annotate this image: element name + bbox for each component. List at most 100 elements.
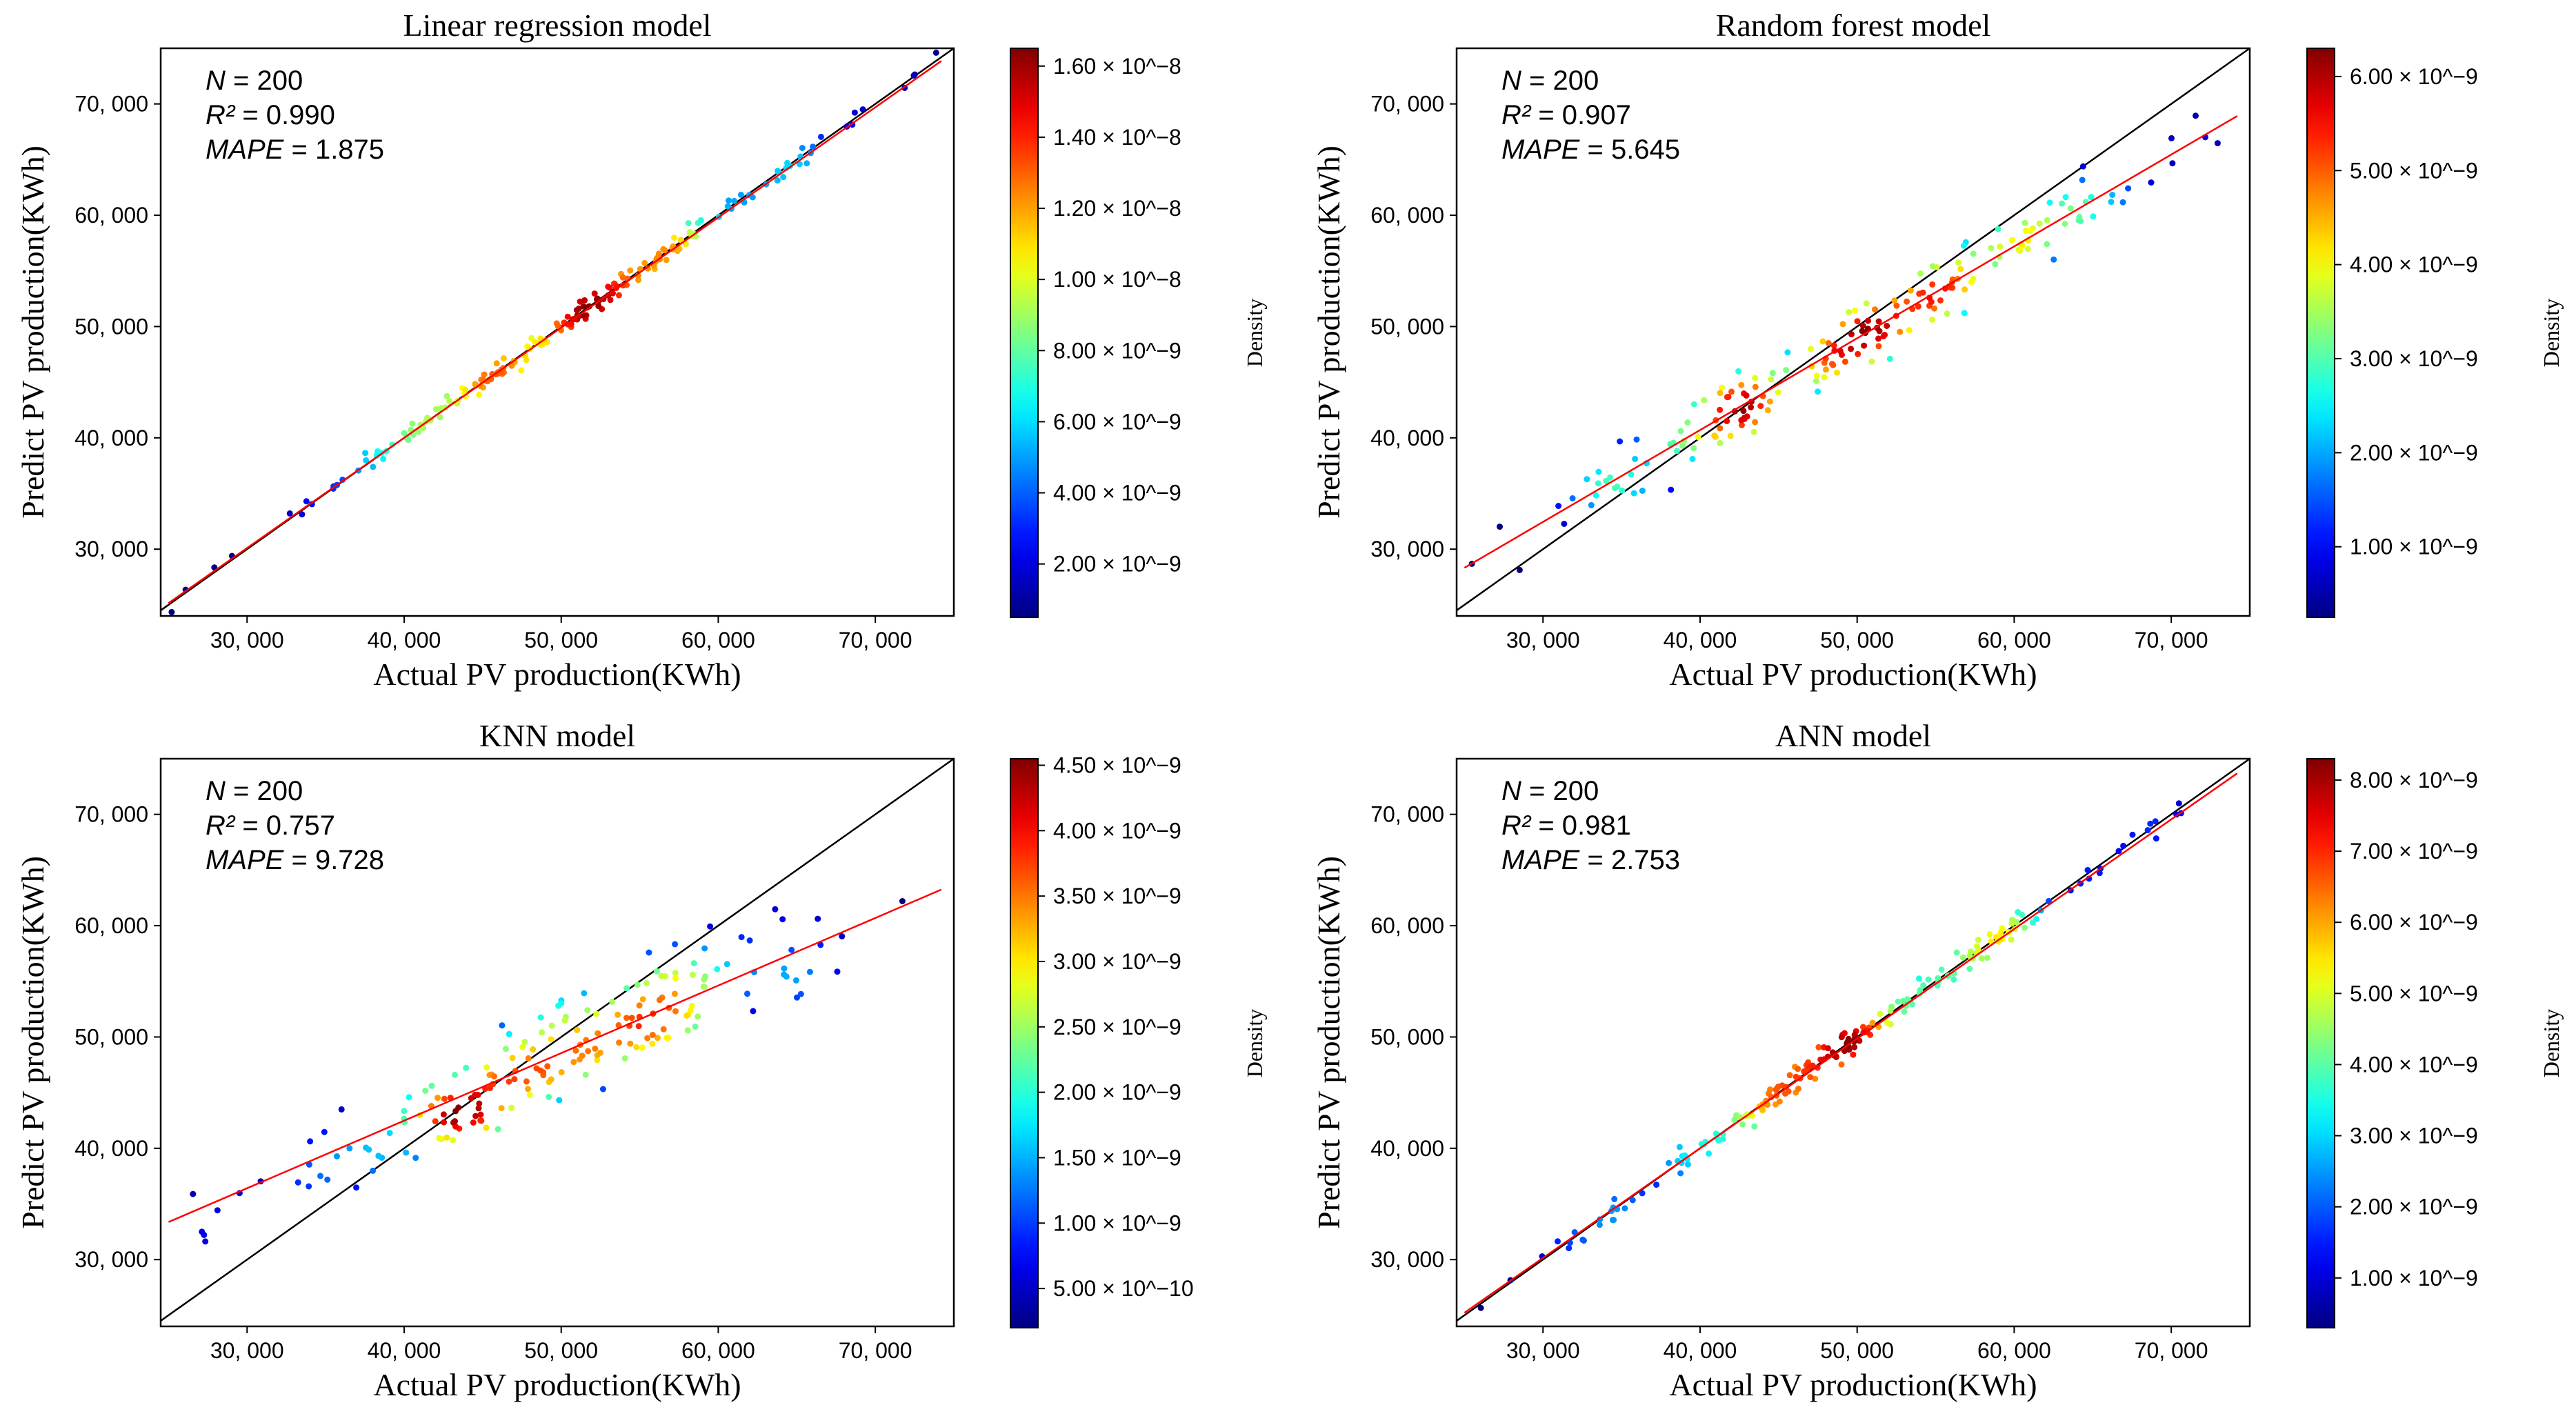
data-point [1718,384,1725,391]
data-point [2061,221,2068,227]
colorbar-tick-label: 3.50 × 10^−9 [1053,884,1181,908]
data-point [521,1039,528,1045]
data-point [1807,1074,1814,1081]
data-point [428,1082,435,1089]
data-point [483,1064,490,1071]
data-point [1830,342,1837,349]
colorbar-tick-label: 5.00 × 10^−10 [1053,1276,1194,1301]
data-point [817,941,824,948]
data-point [781,965,788,972]
data-point [2044,241,2050,248]
data-point [491,1073,497,1080]
data-point [530,1046,537,1053]
y-tick-label: 60, 000 [1370,203,1444,228]
data-point [671,990,678,997]
data-point [2096,870,2103,877]
x-tick-label: 60, 000 [1977,628,2051,652]
data-point [1957,266,1964,272]
colorbar-tick-label: 4.00 × 10^−9 [1053,818,1181,843]
data-point [2079,177,2086,183]
data-point [1609,1217,1616,1224]
data-point [1603,477,1610,484]
colorbar-tick-label: 2.00 × 10^−9 [1053,552,1181,577]
data-point [1848,346,1855,352]
data-point [1677,1170,1684,1177]
y-tick-label: 70, 000 [1370,92,1444,117]
data-point [2079,163,2086,170]
regression-line [1464,115,2238,569]
data-point [1854,318,1861,325]
data-point [548,1022,555,1029]
data-point [1795,1086,1801,1092]
data-point [1752,383,1759,390]
data-point [575,306,582,312]
data-point [615,1022,622,1028]
data-point [1975,937,1981,944]
data-point [2115,848,2122,855]
data-point [1961,286,1968,293]
colorbar-tick-label: 1.00 × 10^−9 [2350,535,2478,559]
data-point [1579,1236,1586,1243]
data-point [1834,369,1840,376]
data-point [406,1094,412,1101]
data-point [1929,316,1936,323]
data-point [585,1048,592,1055]
data-point [700,983,707,990]
data-point [1875,335,1881,342]
data-point [2008,920,2015,927]
data-point [363,457,370,464]
data-point [525,1086,531,1093]
stat-value: = 200 [1521,776,1599,806]
panel-4: ANN model 30, 000 40, 000 50, 000 60, 000 70,… [1311,718,2564,1402]
data-point [1812,1075,1819,1082]
colorbar-tick-label: 6.00 × 10^−9 [2350,910,2478,935]
data-point [1815,388,1821,395]
data-point [1614,484,1621,490]
data-point [2062,194,2069,201]
data-point [788,946,795,953]
data-point [306,1183,312,1190]
colorbar-tick-label: 3.00 × 10^−9 [1053,949,1181,974]
data-point [634,981,641,988]
data-point [1684,1161,1691,1168]
data-point [1768,376,1775,383]
y-axis-label: Predict PV production(KWh) [1311,146,1346,519]
data-point [1595,468,1602,475]
x-tick-label: 30, 000 [1506,628,1580,652]
data-point [636,1002,643,1009]
y-tick-label: 50, 000 [1370,1024,1444,1049]
x-tick-label: 70, 000 [2135,1338,2208,1363]
data-point [1919,289,1926,296]
data-point [643,979,650,986]
y-axis-label: Predict PV production(KWh) [15,146,50,519]
data-point [1750,428,1757,435]
data-point [432,406,439,412]
data-point [533,1065,540,1072]
data-point [555,1002,562,1009]
data-point [432,1118,439,1125]
data-point [2024,246,2031,252]
stat-value: = 200 [1521,66,1599,96]
data-point [1666,1159,1673,1166]
data-point [839,933,846,939]
data-point [1838,1034,1845,1041]
data-point [1735,368,1742,375]
x-tick-label: 70, 000 [2135,628,2208,652]
data-point [493,360,500,367]
y-tick-label: 50, 000 [74,314,148,339]
stat-value: = 9.728 [283,845,384,875]
stat-value: = 5.645 [1579,134,1680,165]
data-point [380,455,387,462]
data-point [806,968,813,975]
data-point [1899,997,1906,1004]
plot-area [1457,759,2250,1322]
data-point [1727,432,1734,439]
colorbar-tick-label: 2.00 × 10^−9 [2350,440,2478,465]
data-point [1968,279,1975,286]
data-point [1955,259,1962,266]
data-point [1785,1088,1792,1095]
stat-annotation: N = 200 [206,776,303,806]
data-point [1630,490,1637,497]
data-point [646,949,652,956]
